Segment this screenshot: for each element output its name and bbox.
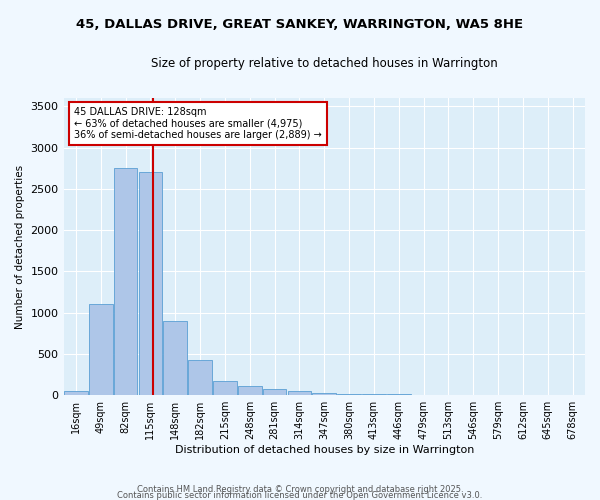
Bar	[362, 394, 386, 395]
Text: 45, DALLAS DRIVE, GREAT SANKEY, WARRINGTON, WA5 8HE: 45, DALLAS DRIVE, GREAT SANKEY, WARRINGT…	[76, 18, 524, 30]
Text: 45 DALLAS DRIVE: 128sqm
← 63% of detached houses are smaller (4,975)
36% of semi: 45 DALLAS DRIVE: 128sqm ← 63% of detache…	[74, 107, 322, 140]
Bar	[64, 391, 88, 395]
Title: Size of property relative to detached houses in Warrington: Size of property relative to detached ho…	[151, 58, 497, 70]
Text: Contains HM Land Registry data © Crown copyright and database right 2025.: Contains HM Land Registry data © Crown c…	[137, 485, 463, 494]
Bar	[287, 391, 311, 395]
X-axis label: Distribution of detached houses by size in Warrington: Distribution of detached houses by size …	[175, 445, 474, 455]
Bar	[163, 321, 187, 395]
Bar	[387, 394, 410, 395]
Bar	[263, 390, 286, 395]
Y-axis label: Number of detached properties: Number of detached properties	[15, 164, 25, 328]
Bar	[238, 386, 262, 395]
Bar	[188, 360, 212, 395]
Bar	[337, 394, 361, 395]
Bar	[213, 381, 237, 395]
Bar	[89, 304, 113, 395]
Bar	[313, 392, 336, 395]
Bar	[114, 168, 137, 395]
Bar	[139, 172, 162, 395]
Text: Contains public sector information licensed under the Open Government Licence v3: Contains public sector information licen…	[118, 490, 482, 500]
